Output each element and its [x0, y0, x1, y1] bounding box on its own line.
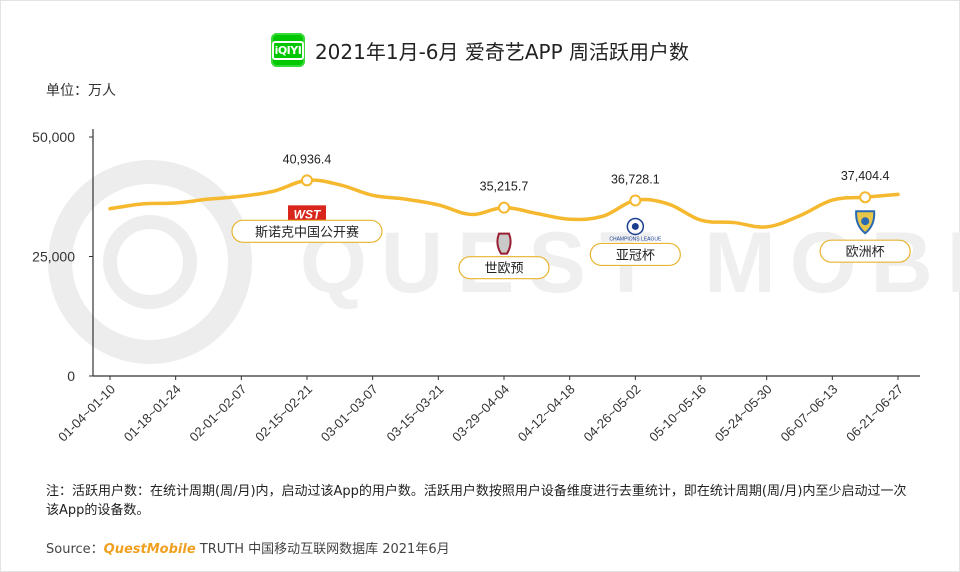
iqiyi-logo-icon: iQIYI — [270, 33, 305, 67]
data-point-marker — [301, 174, 313, 187]
y-tick-label: 0 — [67, 368, 75, 384]
x-tick-label: 06-21~06-27 — [843, 382, 906, 445]
x-tick-label: 01-18~01-24 — [121, 382, 184, 445]
champions-league-text: CHAMPIONS LEAGUE — [609, 236, 662, 242]
data-point-marker — [859, 191, 872, 204]
x-tick-label: 02-15~02-21 — [252, 382, 315, 445]
x-tick-label: 04-26~05-02 — [580, 382, 643, 445]
data-point-marker — [498, 201, 510, 214]
y-tick-label: 25,000 — [32, 249, 75, 265]
event-label: 世欧预 — [484, 262, 523, 277]
wst-logo-icon — [288, 205, 326, 222]
x-tick-label: 02-01~02-07 — [186, 382, 249, 445]
event-pill — [231, 219, 383, 243]
chart-marks: 40,936.4 WST 斯诺克中国公开赛 35,215.7 世欧预 36,728.1 CH… — [108, 152, 911, 280]
champions-ball-center-icon — [631, 222, 639, 230]
event-label: 欧洲杯 — [846, 245, 885, 260]
data-label: 35,215.7 — [480, 180, 529, 194]
x-tick-label: 05-24~05-30 — [712, 382, 775, 445]
data-label: 37,404.4 — [841, 169, 890, 183]
y-tick-label: 50,000 — [32, 129, 75, 145]
title-row: iQIYI 2021年1月-6月 爱奇艺APP 周活跃用户数 — [0, 30, 960, 70]
world-cup-trophy-icon — [496, 232, 512, 255]
event-pill — [589, 242, 681, 267]
x-tick-label: 06-07~06-13 — [777, 382, 840, 445]
event-label: 亚冠杯 — [616, 248, 655, 263]
iqiyi-logo-text: iQIYI — [271, 40, 305, 60]
source-rest: TRUTH 中国移动互联网数据库 2021年6月 — [195, 542, 450, 557]
chart-title: 2021年1月-6月 爱奇艺APP 周活跃用户数 — [314, 39, 690, 64]
watermark-ring-icon — [48, 160, 252, 364]
source-prefix: Source： — [46, 542, 104, 557]
data-point-marker — [629, 194, 642, 207]
euro-cup-center-icon — [861, 217, 870, 226]
x-tick-label: 01-04~01-10 — [55, 382, 118, 445]
event-label: 斯诺克中国公开赛 — [255, 224, 359, 240]
event-pill — [458, 256, 550, 280]
source-brand: QuestMobile — [103, 542, 196, 557]
x-tick-label: 03-01~03-07 — [318, 382, 381, 445]
event-pill — [819, 239, 911, 263]
x-tick-label: 04-12~04-18 — [515, 382, 578, 445]
champions-ball-icon — [626, 217, 645, 236]
source-line: Source：QuestMobile TRUTH 中国移动互联网数据库 2021… — [46, 538, 450, 557]
x-tick-label: 03-29~04-04 — [449, 382, 512, 445]
footnote: 注：活跃用户数：在统计周期(周/月)内，启动过该App的用户数。活跃用户数按照用… — [46, 484, 907, 518]
unit-label: 单位：万人 — [46, 83, 116, 99]
watermark-inner-icon — [103, 215, 197, 309]
data-label: 40,936.4 — [283, 152, 332, 166]
x-tick-label: 03-15~03-21 — [383, 382, 446, 445]
wst-logo-text: WST — [294, 207, 322, 221]
x-tick-label: 05-10~05-16 — [646, 382, 709, 445]
data-label: 36,728.1 — [611, 172, 660, 186]
